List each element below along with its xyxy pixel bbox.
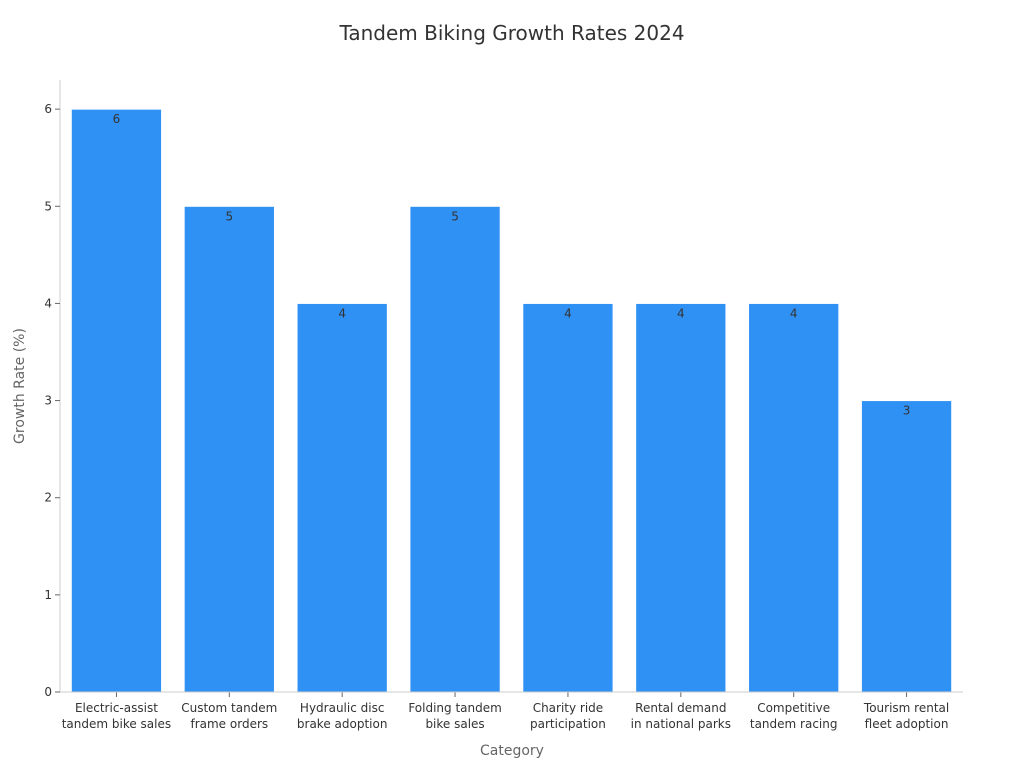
x-tick-label: Tourism rental fleet adoption — [863, 701, 949, 731]
x-tick-label-line: Competitive — [757, 701, 830, 715]
y-tick-label: 0 — [44, 685, 52, 699]
x-tick-label-line: tandem bike sales — [62, 717, 171, 731]
x-tick-label: Charity ride participation — [530, 701, 606, 731]
x-tick-label: Folding tandem bike sales — [408, 701, 502, 731]
x-tick-label: Rental demand in national parks — [631, 701, 731, 731]
data-label: 4 — [677, 306, 685, 320]
x-tick-label-line: frame orders — [190, 717, 268, 731]
y-tick-label: 6 — [44, 102, 52, 116]
bar — [748, 302, 840, 693]
bar — [860, 400, 953, 693]
data-label: 5 — [225, 209, 233, 223]
chart-title: Tandem Biking Growth Rates 2024 — [338, 21, 684, 45]
data-label: 3 — [903, 404, 911, 418]
bar — [70, 108, 163, 693]
x-tick-label: Electric-assist tandem bike sales — [62, 701, 171, 731]
x-tick-label-line: Electric-assist — [75, 701, 158, 715]
y-axis-title: Growth Rate (%) — [12, 328, 28, 444]
bar — [522, 302, 614, 693]
bars-layer — [70, 108, 953, 693]
x-tick-label-line: Custom tandem — [181, 701, 277, 715]
bar — [296, 302, 388, 693]
x-tick-label-line: participation — [530, 717, 606, 731]
x-tick-label-line: Charity ride — [533, 701, 604, 715]
data-label: 5 — [451, 209, 459, 223]
x-tick-label-line: brake adoption — [297, 717, 388, 731]
x-tick-label: Hydraulic disc brake adoption — [297, 701, 388, 731]
x-tick-label-line: fleet adoption — [865, 717, 949, 731]
bar — [635, 302, 727, 693]
y-tick-label: 3 — [44, 394, 52, 408]
x-tick-label-line: Rental demand — [635, 701, 726, 715]
y-tick-label: 5 — [44, 199, 52, 213]
x-tick-label-line: Folding tandem — [408, 701, 502, 715]
bar — [409, 205, 501, 693]
x-axis: Electric-assist tandem bike sales Custom t… — [60, 691, 963, 731]
x-tick-label-line: bike sales — [425, 717, 484, 731]
y-tick-label: 2 — [44, 491, 52, 505]
x-tick-label: Custom tandem frame orders — [181, 701, 277, 731]
y-axis: 0 1 2 3 4 5 6 — [44, 80, 61, 699]
data-label: 4 — [564, 306, 572, 320]
x-axis-title: Category — [480, 743, 544, 759]
x-tick-label-line: Hydraulic disc — [300, 701, 385, 715]
data-labels-layer: 6 5 4 5 4 4 4 3 — [113, 112, 911, 417]
x-tick-label-line: Tourism rental — [863, 701, 949, 715]
data-label: 4 — [338, 306, 346, 320]
data-label: 4 — [790, 306, 798, 320]
bar — [183, 205, 275, 693]
x-tick-label-line: in national parks — [631, 717, 731, 731]
x-tick-label-line: tandem racing — [750, 717, 838, 731]
y-tick-label: 1 — [44, 588, 52, 602]
data-label: 6 — [113, 112, 121, 126]
y-tick-label: 4 — [44, 296, 52, 310]
x-tick-label: Competitive tandem racing — [750, 701, 838, 731]
